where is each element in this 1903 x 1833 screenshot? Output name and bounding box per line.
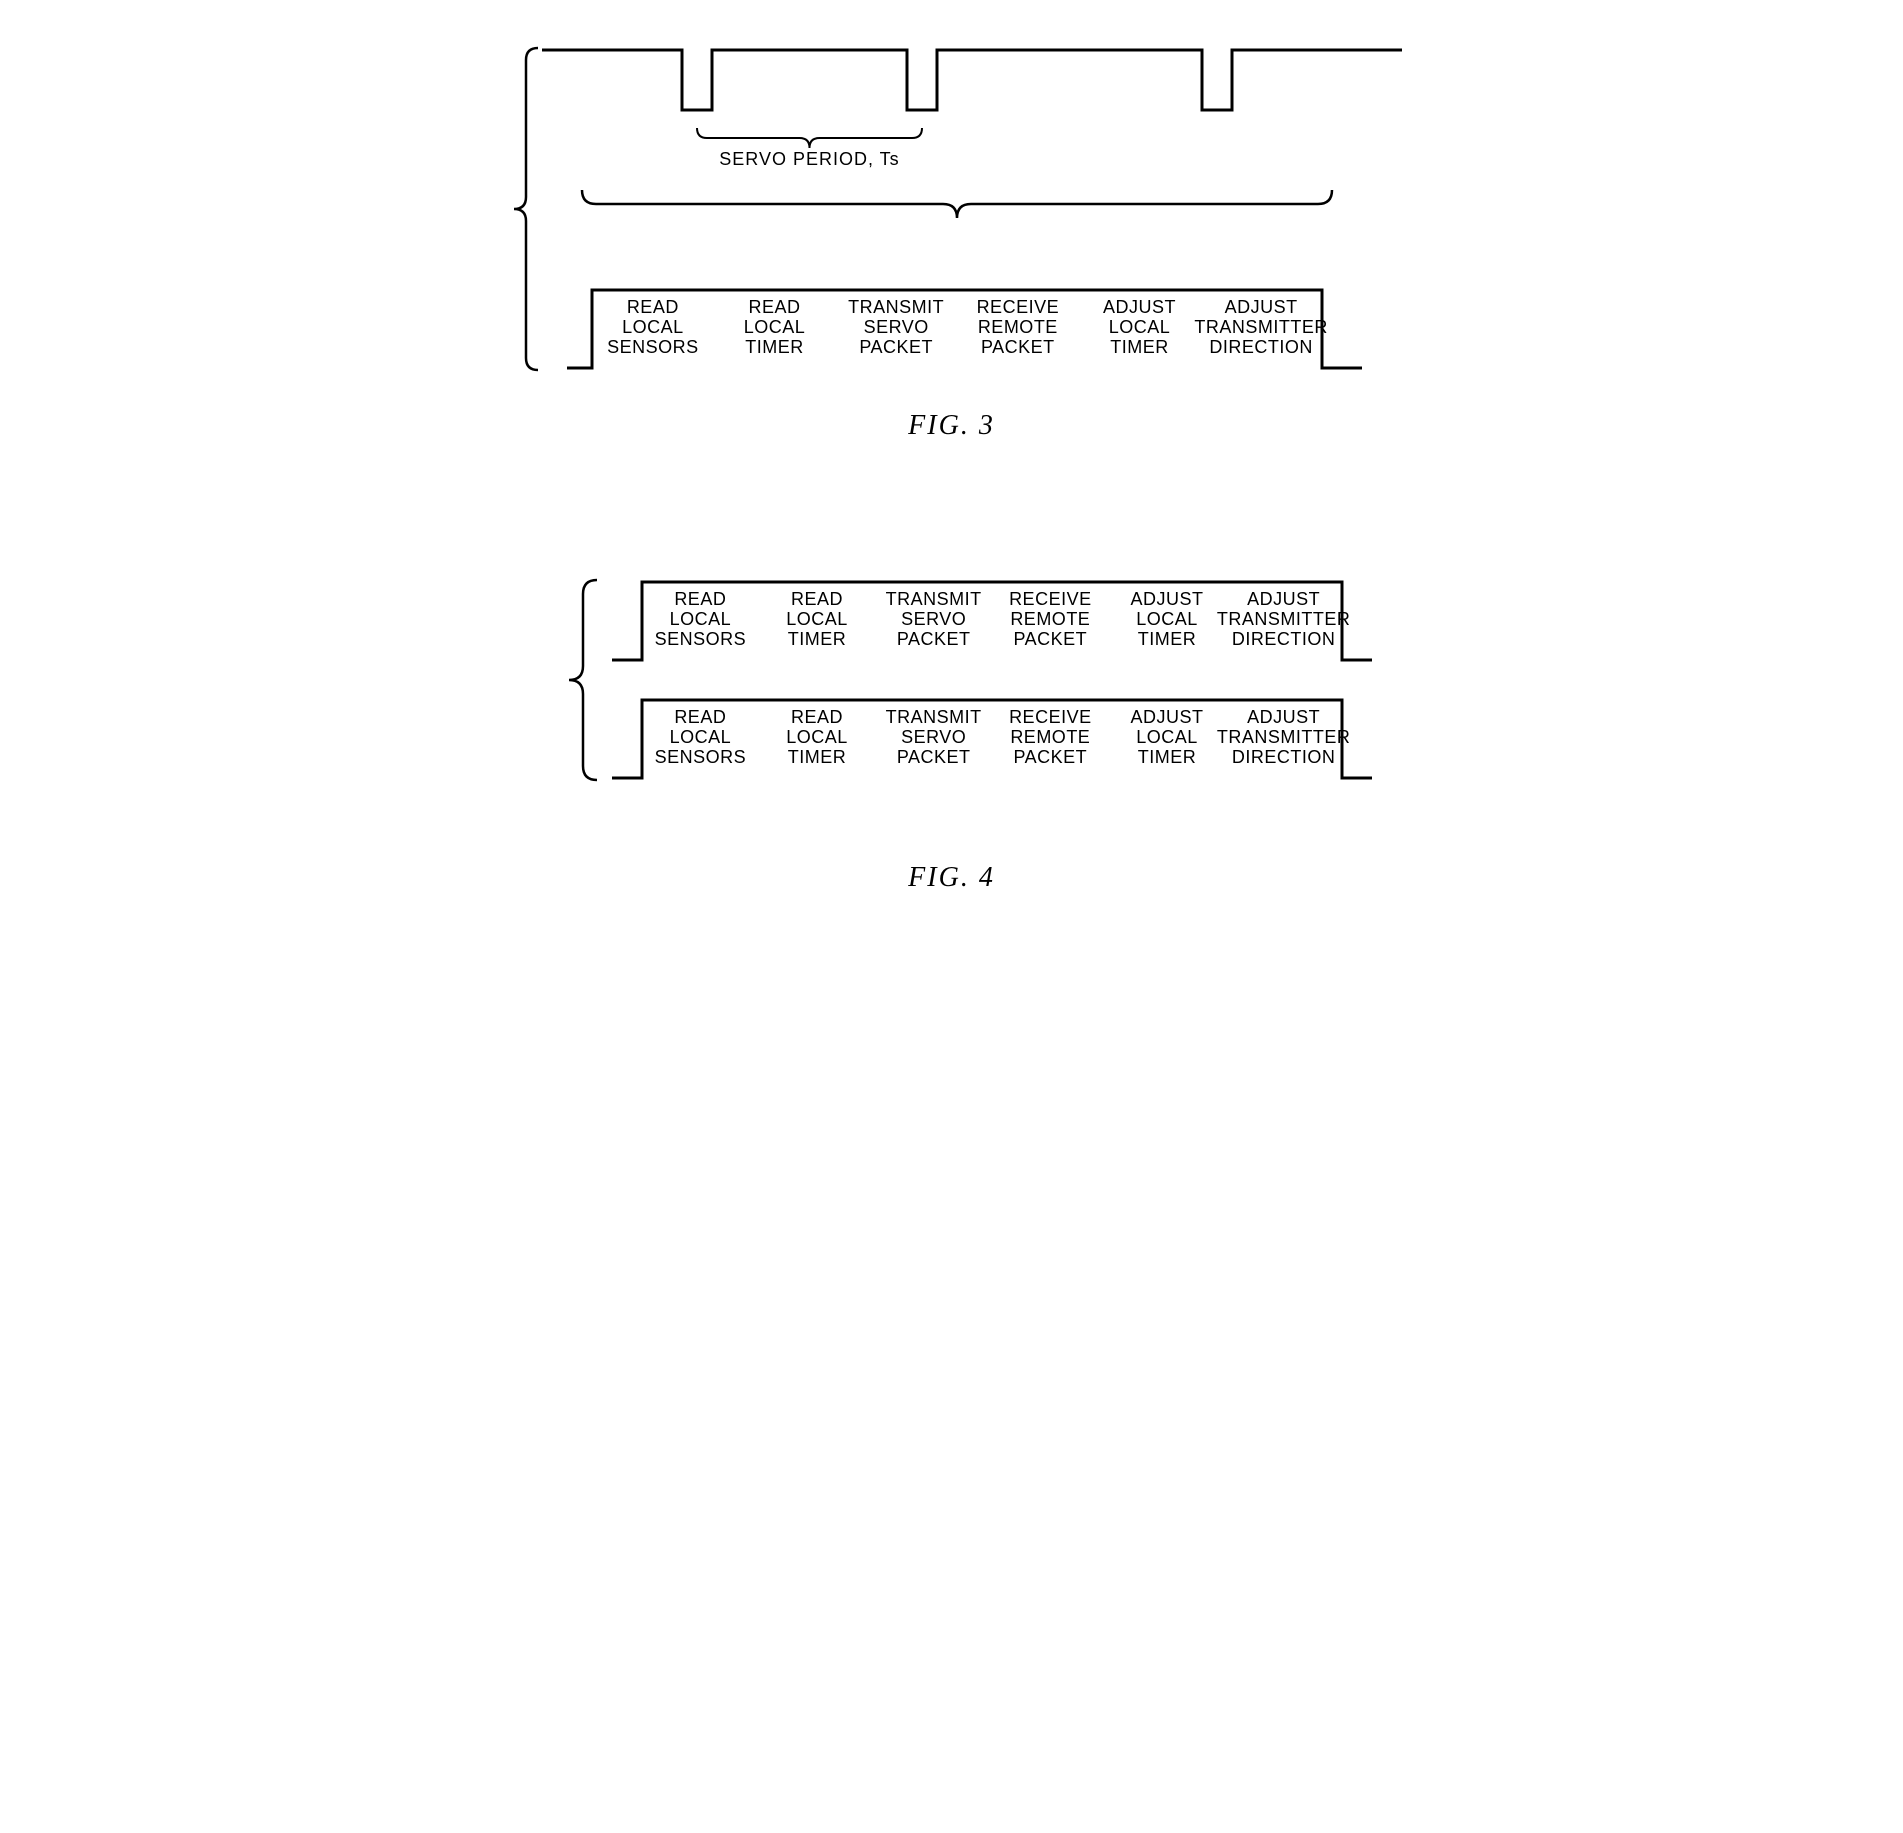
svg-text:SERVO PERIOD, Ts: SERVO PERIOD, Ts (719, 149, 899, 169)
figure-4-caption: FIG. 4 (502, 862, 1402, 894)
svg-text:LOCAL: LOCAL (786, 727, 848, 747)
svg-text:TIMER: TIMER (787, 629, 846, 649)
svg-text:TRANSMITTER: TRANSMITTER (1216, 727, 1350, 747)
svg-text:RECEIVE: RECEIVE (1009, 589, 1092, 609)
svg-text:REMOTE: REMOTE (977, 317, 1057, 337)
svg-text:READ: READ (748, 297, 800, 317)
svg-text:ADJUST: ADJUST (1130, 707, 1203, 727)
figure-3: SERVO PERIOD, TsREADLOCALSENSORSREADLOCA… (502, 40, 1402, 442)
svg-text:READ: READ (790, 589, 842, 609)
svg-text:SERVO: SERVO (901, 609, 966, 629)
svg-text:REMOTE: REMOTE (1010, 727, 1090, 747)
figure-3-caption: FIG. 3 (502, 410, 1402, 442)
figure-4: READLOCALSENSORSREADLOCALTIMERTRANSMITSE… (502, 562, 1402, 894)
svg-text:LOCAL: LOCAL (669, 609, 731, 629)
svg-text:SERVO: SERVO (901, 727, 966, 747)
svg-text:TRANSMITTER: TRANSMITTER (1216, 609, 1350, 629)
svg-text:TIMER: TIMER (1110, 337, 1169, 357)
svg-text:READ: READ (626, 297, 678, 317)
svg-text:TRANSMIT: TRANSMIT (885, 589, 981, 609)
svg-text:ADJUST: ADJUST (1130, 589, 1203, 609)
svg-text:TRANSMITTER: TRANSMITTER (1194, 317, 1328, 337)
svg-text:TRANSMIT: TRANSMIT (848, 297, 944, 317)
svg-text:PACKET: PACKET (1013, 747, 1087, 767)
svg-text:READ: READ (790, 707, 842, 727)
svg-text:SENSORS: SENSORS (607, 337, 699, 357)
svg-text:TIMER: TIMER (1137, 747, 1196, 767)
svg-text:LOCAL: LOCAL (669, 727, 731, 747)
svg-text:PACKET: PACKET (980, 337, 1054, 357)
svg-text:PACKET: PACKET (896, 629, 970, 649)
svg-text:READ: READ (674, 707, 726, 727)
svg-text:SENSORS: SENSORS (654, 747, 746, 767)
svg-text:TRANSMIT: TRANSMIT (885, 707, 981, 727)
svg-text:RECEIVE: RECEIVE (1009, 707, 1092, 727)
svg-text:LOCAL: LOCAL (622, 317, 684, 337)
svg-text:DIRECTION: DIRECTION (1209, 337, 1313, 357)
svg-text:RECEIVE: RECEIVE (976, 297, 1059, 317)
svg-text:REMOTE: REMOTE (1010, 609, 1090, 629)
svg-text:PACKET: PACKET (859, 337, 933, 357)
figure-3-svg: SERVO PERIOD, TsREADLOCALSENSORSREADLOCA… (502, 40, 1402, 390)
svg-text:READ: READ (674, 589, 726, 609)
svg-text:SERVO: SERVO (863, 317, 928, 337)
svg-text:ADJUST: ADJUST (1247, 589, 1320, 609)
svg-text:LOCAL: LOCAL (786, 609, 848, 629)
svg-text:TIMER: TIMER (1137, 629, 1196, 649)
svg-text:SENSORS: SENSORS (654, 629, 746, 649)
figure-4-svg: READLOCALSENSORSREADLOCALTIMERTRANSMITSE… (502, 562, 1402, 842)
svg-text:LOCAL: LOCAL (1136, 609, 1198, 629)
svg-text:LOCAL: LOCAL (1108, 317, 1170, 337)
svg-text:TIMER: TIMER (745, 337, 804, 357)
svg-text:LOCAL: LOCAL (743, 317, 805, 337)
svg-text:PACKET: PACKET (1013, 629, 1087, 649)
svg-text:ADJUST: ADJUST (1224, 297, 1297, 317)
svg-text:ADJUST: ADJUST (1247, 707, 1320, 727)
svg-text:TIMER: TIMER (787, 747, 846, 767)
svg-text:PACKET: PACKET (896, 747, 970, 767)
svg-text:DIRECTION: DIRECTION (1231, 629, 1335, 649)
svg-text:LOCAL: LOCAL (1136, 727, 1198, 747)
svg-text:ADJUST: ADJUST (1102, 297, 1175, 317)
svg-text:DIRECTION: DIRECTION (1231, 747, 1335, 767)
